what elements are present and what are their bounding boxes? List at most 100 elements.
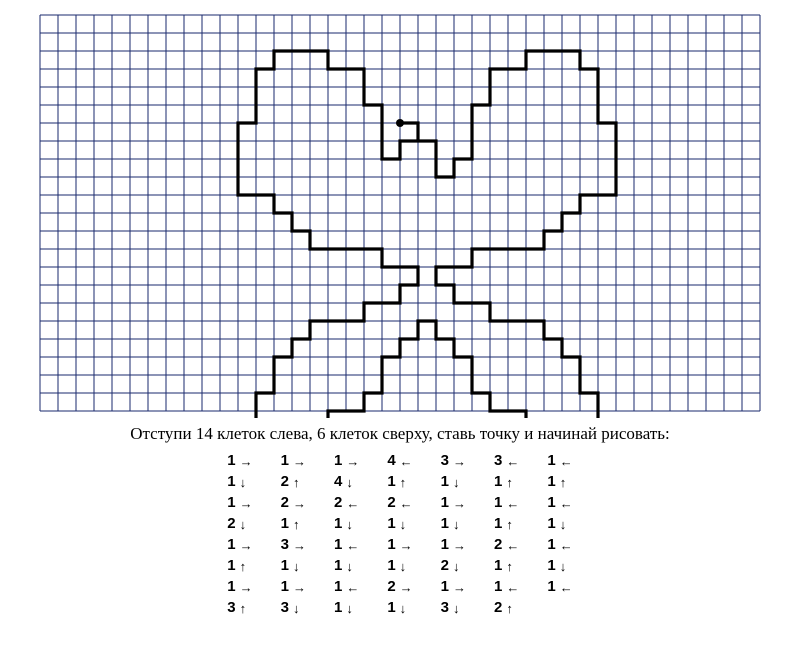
- step-cell: 1↓: [427, 513, 480, 534]
- step-cell: 1←: [320, 534, 373, 555]
- step-count: 1: [494, 578, 502, 595]
- step-row: 1↑1↓1↓1↓2↓1↑1↓: [213, 555, 586, 576]
- step-cell: 1←: [480, 492, 533, 513]
- step-cell: 1↓: [267, 555, 320, 576]
- arrow-r-icon: →: [293, 580, 306, 595]
- arrow-d-icon: ↓: [346, 475, 353, 490]
- step-cell: 1↓: [320, 555, 373, 576]
- arrow-u-icon: ↑: [560, 475, 567, 490]
- arrow-d-icon: ↓: [346, 517, 353, 532]
- arrow-u-icon: ↑: [506, 517, 513, 532]
- arrow-d-icon: ↓: [400, 559, 407, 574]
- step-cell: 1↑: [373, 471, 426, 492]
- step-cell: 1←: [533, 534, 586, 555]
- arrow-l-icon: ←: [400, 454, 413, 469]
- step-count: 1: [227, 536, 235, 553]
- step-count: 3: [281, 599, 289, 616]
- arrow-d-icon: ↓: [400, 517, 407, 532]
- step-count: 1: [281, 578, 289, 595]
- step-cell: 1→: [427, 576, 480, 597]
- step-count: 1: [547, 452, 555, 469]
- arrow-r-icon: →: [453, 496, 466, 511]
- step-cell: 1←: [533, 450, 586, 471]
- step-count: 2: [281, 494, 289, 511]
- step-cell: 1↓: [320, 513, 373, 534]
- step-count: 1: [441, 515, 449, 532]
- arrow-l-icon: ←: [346, 580, 359, 595]
- step-cell: 1←: [533, 492, 586, 513]
- step-count: 1: [227, 473, 235, 490]
- step-count: 1: [387, 473, 395, 490]
- arrow-l-icon: ←: [560, 538, 573, 553]
- arrow-d-icon: ↓: [453, 601, 460, 616]
- step-count: 1: [334, 599, 342, 616]
- arrow-r-icon: →: [293, 496, 306, 511]
- arrow-d-icon: ↓: [293, 559, 300, 574]
- step-count: 4: [334, 473, 342, 490]
- step-row: 1→1→1←2→1→1←1←: [213, 576, 586, 597]
- arrow-d-icon: ↓: [560, 559, 567, 574]
- step-cell: 2↓: [213, 513, 266, 534]
- step-count: 4: [387, 452, 395, 469]
- step-count: 2: [387, 494, 395, 511]
- arrow-r-icon: →: [453, 454, 466, 469]
- step-cell: 3↓: [267, 597, 320, 618]
- arrow-r-icon: →: [400, 580, 413, 595]
- step-count: 3: [494, 452, 502, 469]
- step-cell: 1←: [480, 576, 533, 597]
- step-count: 3: [441, 599, 449, 616]
- arrow-u-icon: ↑: [240, 601, 247, 616]
- arrow-d-icon: ↓: [240, 475, 247, 490]
- step-count: 2: [281, 473, 289, 490]
- step-count: 1: [494, 515, 502, 532]
- step-cell: 1→: [427, 534, 480, 555]
- arrow-u-icon: ↑: [293, 517, 300, 532]
- step-count: 2: [494, 599, 502, 616]
- arrow-d-icon: ↓: [346, 559, 353, 574]
- arrow-d-icon: ↓: [453, 475, 460, 490]
- step-cell: 1↓: [213, 471, 266, 492]
- step-cell: 3↑: [213, 597, 266, 618]
- step-cell: 1↑: [267, 513, 320, 534]
- arrow-l-icon: ←: [560, 580, 573, 595]
- arrow-l-icon: ←: [346, 538, 359, 553]
- grid-svg: [20, 8, 780, 418]
- arrow-l-icon: ←: [400, 496, 413, 511]
- arrow-u-icon: ↑: [506, 475, 513, 490]
- step-cell: 1↓: [533, 513, 586, 534]
- step-cell: 2→: [373, 576, 426, 597]
- step-cell: 1→: [373, 534, 426, 555]
- step-count: 1: [281, 515, 289, 532]
- arrow-r-icon: →: [240, 496, 253, 511]
- step-count: 1: [547, 557, 555, 574]
- step-count: 2: [441, 557, 449, 574]
- step-cell: 1↑: [480, 471, 533, 492]
- arrow-u-icon: ↑: [506, 601, 513, 616]
- step-count: 1: [387, 599, 395, 616]
- step-count: 1: [387, 557, 395, 574]
- arrow-d-icon: ↓: [453, 559, 460, 574]
- arrow-r-icon: →: [453, 538, 466, 553]
- arrow-d-icon: ↓: [400, 601, 407, 616]
- step-cell: 2↑: [267, 471, 320, 492]
- step-row: 2↓1↑1↓1↓1↓1↑1↓: [213, 513, 586, 534]
- step-count: 1: [387, 536, 395, 553]
- step-cell: 1↓: [320, 597, 373, 618]
- step-cell: 1←: [533, 576, 586, 597]
- arrow-l-icon: ←: [346, 496, 359, 511]
- arrow-d-icon: ↓: [240, 517, 247, 532]
- step-cell: 1→: [213, 492, 266, 513]
- step-count: 1: [547, 473, 555, 490]
- step-cell: 2←: [373, 492, 426, 513]
- arrow-d-icon: ↓: [560, 517, 567, 532]
- arrow-r-icon: →: [400, 538, 413, 553]
- arrow-d-icon: ↓: [293, 601, 300, 616]
- step-count: 1: [227, 452, 235, 469]
- step-cell: 1→: [267, 576, 320, 597]
- step-count: 3: [227, 599, 235, 616]
- arrow-u-icon: ↑: [293, 475, 300, 490]
- step-cell: 1←: [320, 576, 373, 597]
- step-cell: 2←: [480, 534, 533, 555]
- arrow-l-icon: ←: [506, 454, 519, 469]
- steps-table: 1→1→1→4←3→3←1←1↓2↑4↓1↑1↓1↑1↑1→2→2←2←1→1←…: [213, 450, 586, 618]
